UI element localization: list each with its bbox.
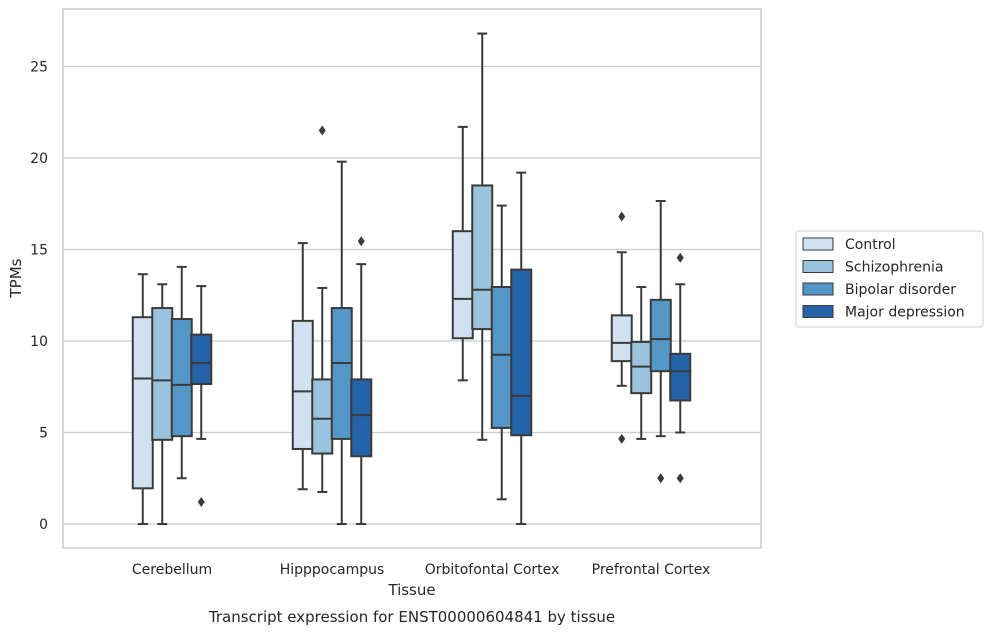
x-tick-label: Hipppocampus — [280, 562, 385, 578]
y-tick-label: 15 — [30, 243, 48, 259]
legend-swatch — [802, 260, 834, 273]
box — [131, 316, 154, 490]
x-axis-title: Tissue — [387, 581, 435, 599]
box — [311, 378, 334, 455]
box — [151, 307, 174, 441]
x-axis-ticks: Cerebellum Hipppocampus Orbitofontal Corte… — [132, 562, 710, 578]
outlier-point — [618, 211, 626, 222]
box — [490, 286, 513, 429]
plot-area-frame — [62, 8, 762, 549]
outlier-point — [676, 473, 684, 484]
box — [350, 378, 373, 458]
y-axis-title: TPMs — [7, 258, 25, 298]
box — [510, 268, 533, 437]
legend-swatch — [802, 237, 834, 251]
box — [649, 298, 672, 373]
legend-label: Schizophrenia — [845, 260, 943, 276]
series-major-depression — [190, 171, 692, 525]
box — [471, 184, 494, 331]
y-tick-label: 25 — [30, 60, 48, 76]
x-tick-label: Cerebellum — [132, 562, 212, 578]
y-tick-label: 5 — [39, 426, 48, 442]
series-schizophrenia — [151, 32, 653, 525]
legend: Control Schizophrenia Bipolar disorder Majo… — [795, 230, 984, 328]
legend-label: Major depression — [845, 305, 965, 321]
box — [330, 307, 353, 440]
box — [190, 333, 213, 386]
legend-frame — [795, 230, 984, 328]
y-tick-label: 0 — [39, 517, 48, 533]
outlier-point — [618, 433, 626, 444]
y-tick-label: 20 — [30, 151, 48, 167]
outlier-point — [676, 252, 684, 263]
box — [610, 314, 633, 363]
legend-label: Control — [845, 237, 896, 253]
outlier-point — [318, 125, 326, 136]
box-series — [131, 32, 692, 525]
y-axis-ticks: 0 5 10 15 20 25 — [30, 60, 48, 534]
box — [291, 319, 314, 450]
x-tick-label: Prefrontal Cortex — [592, 562, 711, 578]
box — [669, 352, 692, 402]
x-tick-label: Orbitofontal Cortex — [425, 562, 560, 578]
series-control — [131, 125, 633, 525]
y-tick-label: 10 — [30, 334, 48, 350]
series-bipolar-disorder — [170, 160, 672, 525]
legend-swatch — [802, 305, 834, 318]
outlier-point — [657, 473, 665, 484]
legend-swatch — [802, 282, 834, 296]
chart-caption: Transcript expression for ENST0000060484… — [208, 608, 615, 626]
grid-lines — [63, 65, 761, 525]
box — [170, 318, 193, 438]
legend-label: Bipolar disorder — [845, 282, 956, 298]
outlier-point — [197, 497, 205, 508]
box — [451, 230, 474, 340]
outlier-point — [357, 236, 365, 247]
